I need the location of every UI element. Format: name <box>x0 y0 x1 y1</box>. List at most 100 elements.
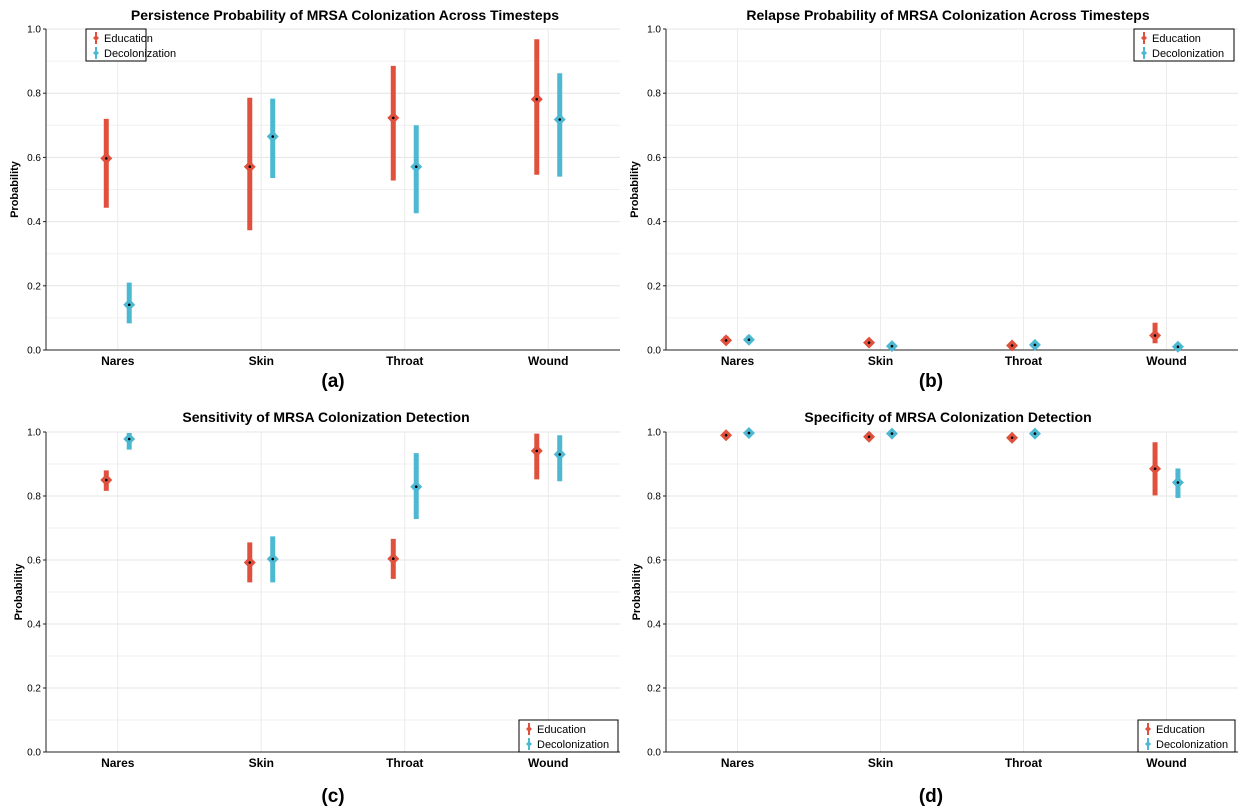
data-point-center <box>104 157 108 160</box>
y-tick-label: 0.2 <box>647 684 661 695</box>
x-tick-label: Skin <box>249 354 274 368</box>
x-tick-label: Skin <box>868 756 893 770</box>
x-tick-label: Wound <box>528 756 568 770</box>
legend-entry: Decolonization <box>537 739 609 751</box>
x-tick-label: Throat <box>1005 756 1042 770</box>
data-point-center <box>558 118 562 121</box>
data-point-center <box>535 449 539 453</box>
data-point-center <box>104 478 108 482</box>
x-tick-label: Wound <box>1146 756 1186 770</box>
y-tick-label: 1.0 <box>27 25 41 36</box>
data-point-center <box>271 135 275 138</box>
chart-title: Sensitivity of MRSA Colonization Detecti… <box>182 409 469 425</box>
y-axis-label: Probability <box>9 160 21 218</box>
y-tick-label: 0.0 <box>27 346 41 357</box>
data-point-center <box>1176 481 1180 484</box>
data-point-center <box>414 165 418 169</box>
y-tick-label: 0.6 <box>27 556 41 567</box>
legend-entry: Education <box>537 724 586 736</box>
y-tick-label: 0.4 <box>27 217 41 228</box>
legend-entry: Decolonization <box>1152 48 1224 60</box>
data-point-center <box>1176 345 1180 349</box>
y-tick-label: 0.2 <box>27 684 41 695</box>
panel-label: (b) <box>919 371 943 392</box>
data-point-center <box>867 341 871 344</box>
chart-title: Specificity of MRSA Colonization Detecti… <box>804 409 1091 425</box>
data-point-center <box>248 165 252 169</box>
data-point-center <box>558 453 562 456</box>
panel-label: (a) <box>321 371 344 392</box>
data-point-center <box>724 339 728 342</box>
legend-entry: Education <box>1152 33 1201 45</box>
chart-title: Persistence Probability of MRSA Coloniza… <box>131 7 559 23</box>
y-tick-label: 0.8 <box>27 492 41 503</box>
data-point-center <box>535 97 539 101</box>
y-tick-label: 1.0 <box>647 428 661 439</box>
chart-panel: 0.0 0.2 0.4 0.6 0.8 1.0 Nares Skin Throat Wound Pr… <box>629 7 1238 392</box>
legend-box <box>1133 28 1235 62</box>
y-tick-label: 0.6 <box>647 153 661 164</box>
data-point-center <box>1033 343 1037 347</box>
x-tick-label: Throat <box>386 756 423 770</box>
y-tick-label: 0.4 <box>647 217 661 228</box>
y-tick-label: 0.6 <box>27 153 41 164</box>
legend-entry: Decolonization <box>104 48 176 60</box>
legend-swatch-marker <box>526 726 532 732</box>
x-tick-label: Wound <box>1146 354 1186 368</box>
legend-swatch-marker <box>1141 50 1147 56</box>
y-tick-label: 0.6 <box>647 556 661 567</box>
data-point-center <box>414 485 418 489</box>
x-tick-label: Nares <box>101 354 135 368</box>
y-tick-label: 0.0 <box>647 748 661 759</box>
data-point-center <box>724 433 728 437</box>
y-tick-label: 0.0 <box>27 748 41 759</box>
data-point-center <box>127 303 131 307</box>
data-point-center <box>890 432 894 435</box>
legend-swatch-marker <box>93 50 99 56</box>
y-tick-label: 1.0 <box>27 428 41 439</box>
y-tick-label: 0.4 <box>27 620 41 631</box>
legend-box <box>1137 719 1236 753</box>
legend-swatch-marker <box>526 741 532 747</box>
x-tick-label: Skin <box>868 354 893 368</box>
x-tick-label: Nares <box>101 756 135 770</box>
legend-box <box>518 719 619 753</box>
data-point-center <box>271 557 275 561</box>
chart-title: Relapse Probability of MRSA Colonization… <box>746 7 1149 23</box>
y-tick-label: 1.0 <box>647 25 661 36</box>
y-tick-label: 0.2 <box>27 281 41 292</box>
legend-entry: Education <box>104 33 153 45</box>
data-point-center <box>747 431 751 435</box>
data-point-center <box>127 437 131 441</box>
y-tick-label: 0.0 <box>647 346 661 357</box>
y-tick-label: 0.4 <box>647 620 661 631</box>
legend-entry: Education <box>1156 724 1205 736</box>
x-tick-label: Wound <box>528 354 568 368</box>
panel-label: (c) <box>321 786 344 807</box>
data-point-center <box>1153 334 1157 337</box>
y-axis-label: Probability <box>13 563 25 621</box>
chart-panel: 0.0 0.2 0.4 0.6 0.8 1.0 Nares Skin Throat Wound Pr… <box>631 409 1238 807</box>
y-tick-label: 0.8 <box>647 492 661 503</box>
x-tick-label: Throat <box>1005 354 1042 368</box>
x-tick-label: Throat <box>386 354 423 368</box>
data-point-center <box>1010 436 1014 440</box>
y-tick-label: 0.8 <box>27 89 41 100</box>
data-point-center <box>1010 344 1014 347</box>
legend-swatch-marker <box>1141 35 1147 41</box>
y-tick-label: 0.2 <box>647 281 661 292</box>
x-tick-label: Nares <box>721 756 755 770</box>
chart-panel: 0.0 0.2 0.4 0.6 0.8 1.0 Nares Skin Throat Wound Pr… <box>9 7 620 392</box>
data-point-center <box>1153 467 1157 471</box>
x-tick-label: Nares <box>721 354 755 368</box>
legend-swatch-marker <box>93 35 99 41</box>
data-point-center <box>391 116 395 120</box>
legend-swatch-marker <box>1145 726 1151 732</box>
data-point-center <box>867 435 871 439</box>
legend-entry: Decolonization <box>1156 739 1228 751</box>
data-point-center <box>391 557 395 561</box>
panel-label: (d) <box>919 786 943 807</box>
legend-swatch-marker <box>1145 741 1151 747</box>
data-point-center <box>890 344 894 348</box>
y-axis-label: Probability <box>629 160 641 218</box>
